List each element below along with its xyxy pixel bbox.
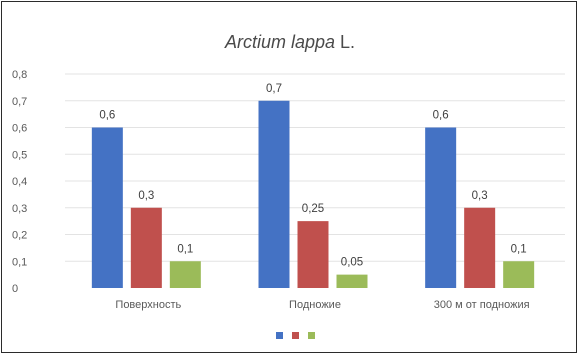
- bar[interactable]: [425, 127, 457, 289]
- bar[interactable]: [91, 127, 123, 289]
- bar[interactable]: [464, 207, 496, 288]
- y-tick-label: 0,7: [12, 96, 27, 108]
- category-label: 300 м от подножия: [434, 299, 530, 311]
- data-label: 0,1: [177, 243, 193, 255]
- category-label: Подножие: [289, 299, 341, 311]
- y-tick-label: 0,8: [12, 69, 27, 81]
- data-label: 0,6: [433, 110, 449, 122]
- y-tick-label: 0,5: [12, 149, 27, 161]
- y-tick-label: 0: [12, 283, 18, 295]
- chart-title: Arctium lappa L.: [224, 32, 355, 52]
- y-axis-ticks: 0 0,1 0,2 0,3 0,4 0,5 0,6 0,7 0,8: [12, 69, 27, 295]
- y-tick-label: 0,3: [12, 203, 27, 215]
- data-label: 0,1: [511, 243, 527, 255]
- data-label: 0,7: [266, 83, 282, 95]
- bars: [91, 100, 535, 289]
- bar[interactable]: [169, 261, 201, 288]
- legend-marker[interactable]: [276, 332, 283, 339]
- x-axis-categories: Поверхность Подножие 300 м от подножия: [115, 299, 529, 311]
- data-labels: 0,6 0,3 0,1 0,7 0,25 0,05 0,6 0,3 0,1: [99, 83, 526, 269]
- data-label: 0,6: [99, 110, 115, 122]
- bar[interactable]: [503, 261, 535, 288]
- y-tick-label: 0,2: [12, 230, 27, 242]
- y-tick-label: 0,4: [12, 176, 27, 188]
- bar[interactable]: [336, 274, 368, 288]
- legend-marker[interactable]: [308, 332, 315, 339]
- data-label: 0,25: [302, 203, 324, 215]
- bar[interactable]: [258, 100, 290, 288]
- y-tick-label: 0,6: [12, 123, 27, 135]
- data-label: 0,05: [341, 257, 363, 269]
- data-label: 0,3: [472, 190, 488, 202]
- data-label: 0,3: [138, 190, 154, 202]
- category-label: Поверхность: [115, 299, 181, 311]
- bar[interactable]: [130, 207, 162, 288]
- legend-marker[interactable]: [292, 332, 299, 339]
- y-tick-label: 0,1: [12, 256, 27, 268]
- legend[interactable]: [276, 332, 315, 339]
- bar[interactable]: [297, 221, 329, 288]
